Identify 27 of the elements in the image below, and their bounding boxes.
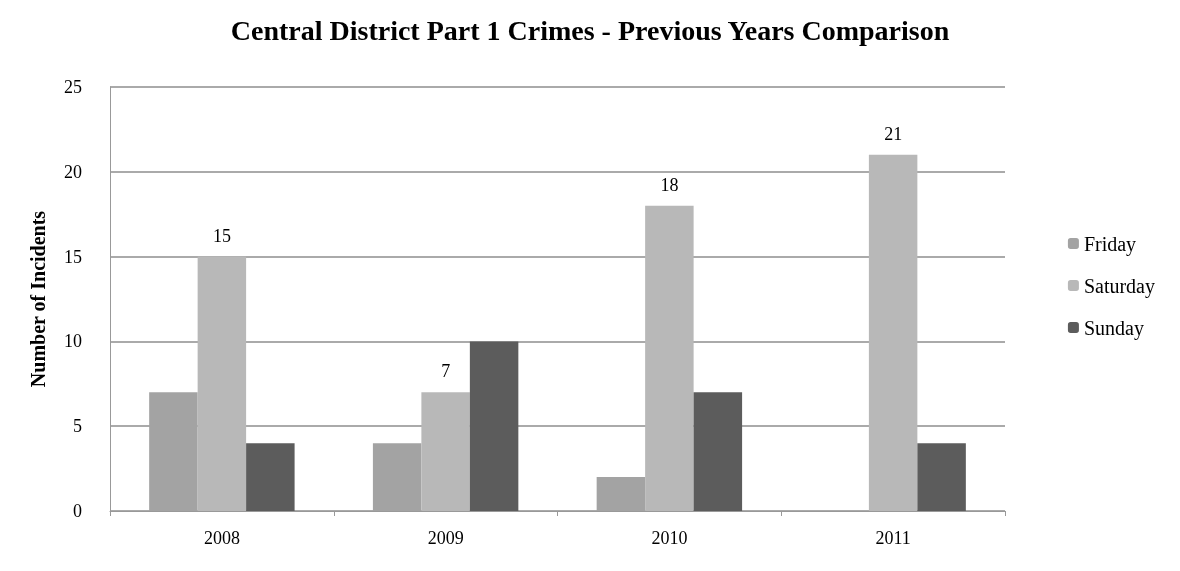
bar [868,154,918,511]
bar [421,392,470,511]
data-label: 15 [212,225,231,246]
y-tick-label: 15 [64,246,82,267]
y-tick-label: 0 [73,501,82,521]
x-tick-label: 2010 [651,528,688,548]
bar [246,443,295,511]
legend-label: Friday [1083,232,1137,256]
x-tick-label: 2008 [203,528,240,548]
bar [917,443,966,511]
data-label: 7 [441,361,451,382]
y-tick-label: 25 [64,77,82,97]
legend-label: Sunday [1083,316,1144,340]
y-axis-title: Number of Incidents [27,210,49,388]
legend-label: Saturday [1083,274,1155,298]
x-tick-label: 2011 [875,528,911,548]
chart-title: Central District Part 1 Crimes - Previous Years Comparison [230,14,950,46]
data-label: 18 [660,174,679,195]
bar [197,256,247,511]
data-label: 21 [884,123,903,144]
y-tick-label: 10 [64,331,82,352]
x-tick-label: 2009 [427,528,464,548]
bar [645,205,694,511]
y-tick-label: 5 [73,416,82,437]
bar [469,341,519,511]
y-tick-label: 20 [64,161,82,182]
bar [693,392,743,511]
